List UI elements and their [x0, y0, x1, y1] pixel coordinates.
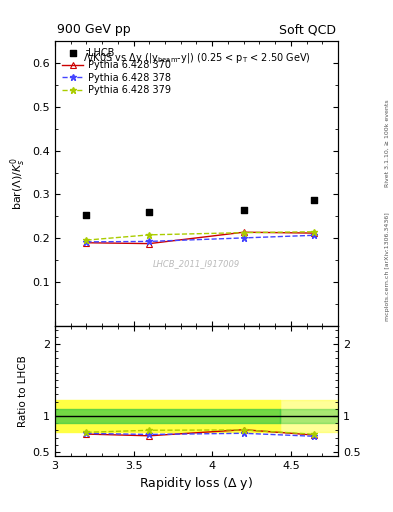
- Pythia 6.428 370: [84, 240, 89, 246]
- Text: $\bar{\Lambda}$/K0S vs $\Delta$y (|y$_{\mathrm{beam}}$-y|) (0.25 < p$_{\mathrm{T: $\bar{\Lambda}$/K0S vs $\Delta$y (|y$_{\…: [83, 50, 310, 66]
- LHCB: [146, 208, 152, 217]
- Text: LHCB_2011_I917009: LHCB_2011_I917009: [153, 259, 240, 268]
- Pythia 6.428 370: [312, 230, 317, 236]
- Legend: LHCB, Pythia 6.428 370, Pythia 6.428 378, Pythia 6.428 379: LHCB, Pythia 6.428 370, Pythia 6.428 378…: [58, 44, 175, 99]
- Pythia 6.428 379: [147, 232, 152, 238]
- Text: mcplots.cern.ch [arXiv:1306.3436]: mcplots.cern.ch [arXiv:1306.3436]: [385, 212, 390, 321]
- LHCB: [241, 206, 247, 215]
- Pythia 6.428 379: [241, 229, 246, 236]
- Line: Pythia 6.428 378: Pythia 6.428 378: [83, 232, 318, 245]
- Pythia 6.428 378: [147, 239, 152, 245]
- Line: Pythia 6.428 379: Pythia 6.428 379: [83, 228, 318, 244]
- Pythia 6.428 379: [84, 237, 89, 243]
- LHCB: [83, 211, 90, 219]
- Text: 900 GeV pp: 900 GeV pp: [57, 23, 130, 36]
- Pythia 6.428 378: [312, 232, 317, 239]
- Text: Rivet 3.1.10, ≥ 100k events: Rivet 3.1.10, ≥ 100k events: [385, 99, 390, 187]
- Y-axis label: Ratio to LHCB: Ratio to LHCB: [18, 355, 28, 427]
- Pythia 6.428 379: [312, 229, 317, 235]
- LHCB: [311, 196, 318, 204]
- Y-axis label: bar($\Lambda$)/$K^0_s$: bar($\Lambda$)/$K^0_s$: [9, 157, 28, 210]
- Line: Pythia 6.428 370: Pythia 6.428 370: [84, 229, 317, 246]
- Pythia 6.428 370: [147, 241, 152, 247]
- X-axis label: Rapidity loss ($\Delta$ y): Rapidity loss ($\Delta$ y): [140, 475, 253, 492]
- Text: Soft QCD: Soft QCD: [279, 23, 336, 36]
- Pythia 6.428 378: [241, 235, 246, 241]
- Pythia 6.428 370: [241, 229, 246, 236]
- Pythia 6.428 378: [84, 239, 89, 245]
